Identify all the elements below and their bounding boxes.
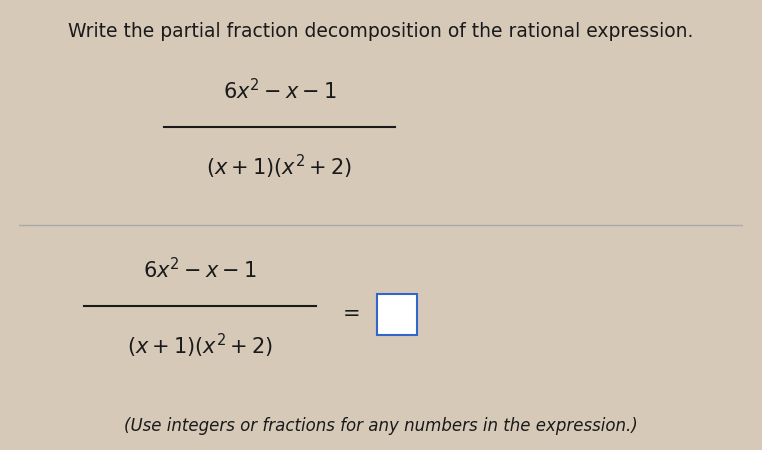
Text: $=$: $=$ <box>338 302 359 322</box>
Text: Write the partial fraction decomposition of the rational expression.: Write the partial fraction decomposition… <box>69 22 693 40</box>
Text: $(x+1)\left(x^2+2\right)$: $(x+1)\left(x^2+2\right)$ <box>207 153 353 181</box>
Text: $6x^2-x-1$: $6x^2-x-1$ <box>223 78 336 104</box>
FancyBboxPatch shape <box>377 294 418 334</box>
Text: (Use integers or fractions for any numbers in the expression.): (Use integers or fractions for any numbe… <box>124 417 638 435</box>
Text: $(x+1)\left(x^2+2\right)$: $(x+1)\left(x^2+2\right)$ <box>126 332 273 360</box>
Text: $6x^2-x-1$: $6x^2-x-1$ <box>143 257 257 282</box>
